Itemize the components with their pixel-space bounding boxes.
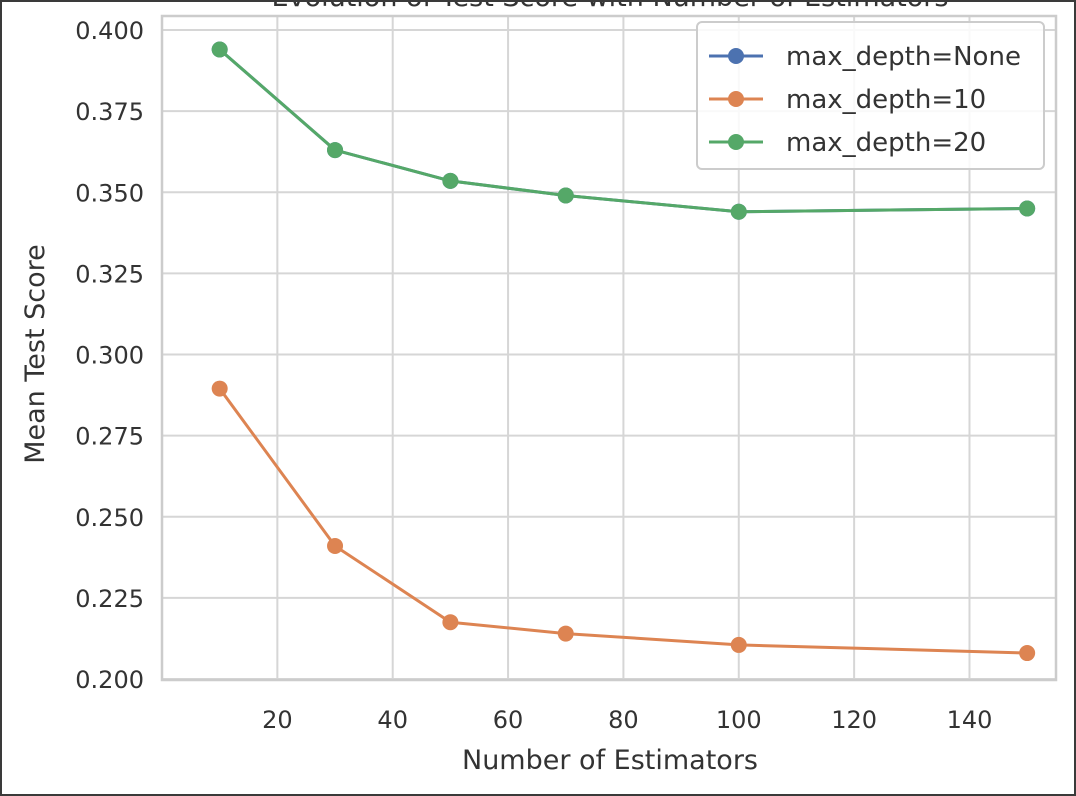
series-2 — [211, 41, 1036, 220]
series-line — [218, 387, 1028, 655]
data-point — [327, 142, 344, 159]
legend-item: max_depth=None — [709, 42, 1021, 72]
y-tick-label: 0.250 — [75, 504, 144, 532]
legend-label: max_depth=None — [786, 42, 1021, 72]
data-point — [730, 636, 747, 653]
data-point — [442, 614, 459, 631]
x-tick-label: 20 — [262, 706, 293, 734]
legend-marker — [728, 48, 744, 64]
data-point — [1019, 200, 1036, 217]
data-point — [327, 537, 344, 554]
series-line — [218, 48, 1028, 214]
plot-border — [160, 14, 1058, 682]
title-layer: Evolution of Test Score with Number of E… — [272, 2, 949, 13]
legend-box — [696, 21, 1045, 170]
y-tick-label: 0.200 — [75, 666, 144, 694]
x-tick-label: 80 — [608, 706, 639, 734]
y-tick-label: 0.400 — [75, 17, 144, 45]
chart-title: Evolution of Test Score with Number of E… — [272, 2, 949, 13]
x-tick-label: 100 — [716, 706, 762, 734]
legend-item: max_depth=10 — [709, 85, 986, 115]
y-tick-label: 0.375 — [75, 98, 144, 126]
y-tick-label: 0.275 — [75, 423, 144, 451]
data-point — [442, 172, 459, 189]
y-axis-label: Mean Test Score — [20, 244, 51, 464]
data-point — [1019, 645, 1036, 662]
series-1 — [211, 380, 1036, 662]
x-tick-label: 120 — [831, 706, 877, 734]
x-tick-labels: 20 40 60 80 100 120 140 — [262, 706, 992, 734]
y-tick-label: 0.325 — [75, 260, 144, 288]
x-axis-label: Number of Estimators — [462, 745, 758, 776]
data-point — [730, 203, 747, 220]
legend-item: max_depth=20 — [709, 128, 986, 158]
y-tick-label: 0.350 — [75, 179, 144, 207]
legend: max_depth=None max_depth=10 max_depth=20 — [696, 21, 1045, 170]
y-tick-label: 0.225 — [75, 585, 144, 613]
data-point — [557, 187, 574, 204]
x-tick-label: 40 — [377, 706, 408, 734]
x-tick-label: 60 — [493, 706, 524, 734]
x-tick-label: 140 — [947, 706, 993, 734]
legend-marker — [728, 134, 744, 150]
legend-label: max_depth=10 — [786, 85, 986, 115]
data-point — [211, 41, 228, 58]
legend-marker — [728, 91, 744, 107]
legend-label: max_depth=20 — [786, 128, 986, 158]
data-point — [557, 625, 574, 642]
y-tick-label: 0.300 — [75, 342, 144, 370]
y-tick-labels: 0.200 0.225 0.250 0.275 0.300 0.325 0.350 0.375… — [75, 17, 144, 694]
data-point — [211, 380, 228, 397]
series-layer — [211, 41, 1036, 662]
